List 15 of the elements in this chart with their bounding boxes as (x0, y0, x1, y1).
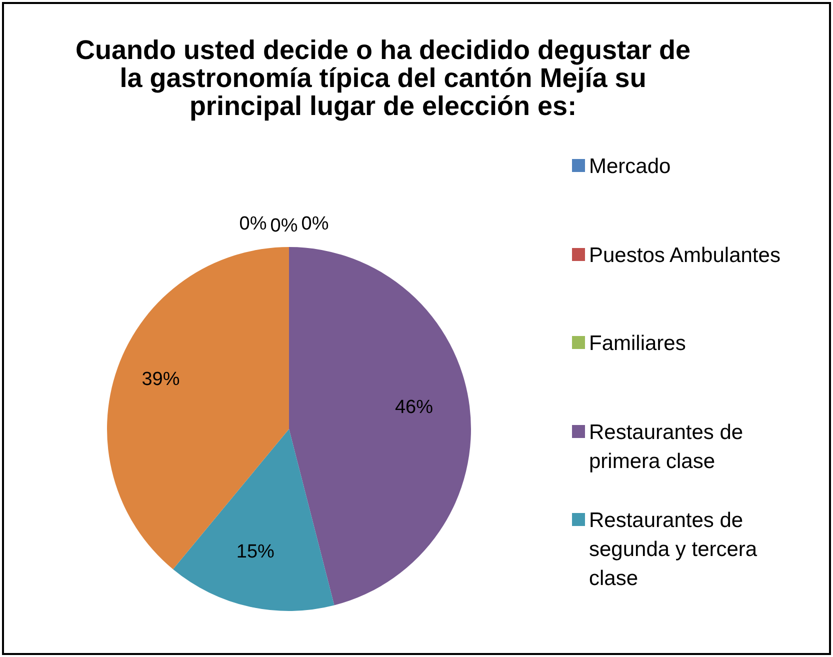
legend-label: Familiares (589, 331, 687, 357)
text: 0% (270, 216, 298, 236)
pie-slice (107, 247, 289, 570)
data-label: 46% (394, 397, 434, 418)
chart-title: Cuando usted decide o ha decidido degustar de la gastronomía típica del cantón Mejía su principal lugar de elección es: (74, 35, 692, 121)
legend-label: Mercado (589, 154, 672, 180)
data-label: 39% (142, 369, 180, 390)
pie-slice (172, 429, 334, 611)
legend-label: Puestos Ambulantes (589, 242, 782, 268)
legend-label: Restaurantes de primera clase (589, 420, 744, 474)
text: 0% (239, 214, 267, 234)
legend-label: Restaurantes de segunda y tercera clase (589, 508, 758, 592)
data-label: 15% (236, 541, 275, 562)
pie-slice (289, 247, 471, 606)
text: 0% (301, 214, 329, 234)
